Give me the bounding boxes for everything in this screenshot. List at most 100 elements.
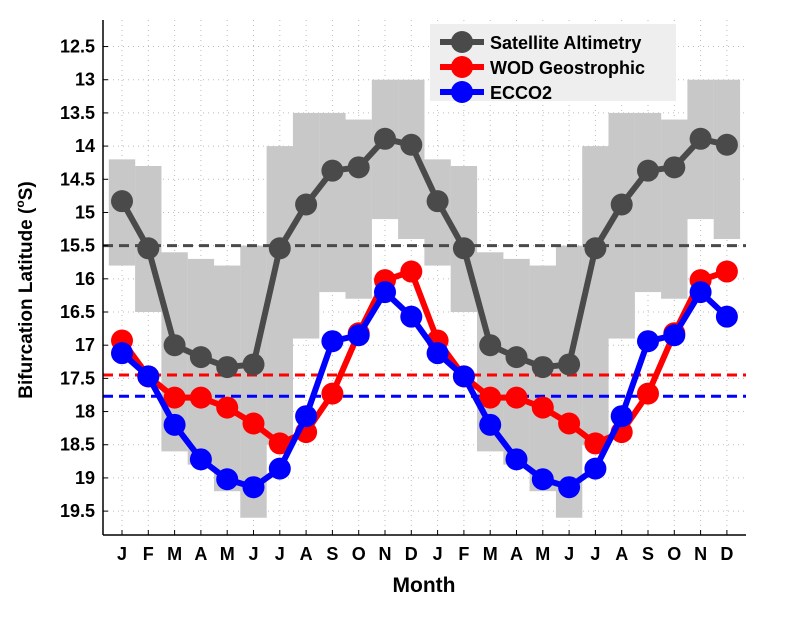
spread-bar <box>319 112 346 293</box>
x-axis-label: Month <box>393 574 456 597</box>
data-point <box>505 386 528 409</box>
data-point <box>531 356 554 379</box>
spread-bar <box>661 119 688 299</box>
data-point <box>558 353 581 376</box>
x-tick-label: M <box>483 544 498 564</box>
data-point <box>531 468 554 491</box>
y-tick-label: 19 <box>75 468 95 488</box>
data-point <box>558 476 581 499</box>
data-point <box>400 133 423 156</box>
data-point <box>374 127 396 150</box>
y-tick-label: 16 <box>75 269 95 289</box>
x-tick-label: N <box>694 544 707 564</box>
series-wod-geostrophic <box>111 260 738 455</box>
data-point <box>531 396 554 419</box>
data-point <box>689 127 712 150</box>
legend-marker <box>451 56 473 78</box>
y-tick-label: 16.5 <box>60 302 95 322</box>
x-tick-label: J <box>117 544 127 564</box>
data-point <box>400 260 423 283</box>
data-point <box>295 405 318 428</box>
x-tick-label: J <box>590 544 600 564</box>
x-tick-label: J <box>564 544 574 564</box>
y-tick-label: 13 <box>75 70 95 90</box>
data-point <box>347 324 370 347</box>
axes: 12.5 13 13.5 14 14.5 15 15.5 16 16.5 17 17.5 18 18.5… <box>60 20 746 564</box>
data-point <box>137 237 160 260</box>
x-tick-label: D <box>405 544 418 564</box>
y-tick-label: 15 <box>75 202 95 222</box>
data-point <box>689 281 712 304</box>
data-point <box>663 156 686 179</box>
data-point <box>452 237 475 260</box>
y-tick-label: 19.5 <box>60 501 95 521</box>
spread-bar <box>214 265 241 492</box>
x-tick-label: J <box>275 544 285 564</box>
x-tick-label: D <box>720 544 733 564</box>
data-point <box>163 413 186 436</box>
data-point <box>715 133 738 156</box>
x-tick-label: A <box>510 544 523 564</box>
legend-marker <box>451 81 473 103</box>
legend: Satellite Altimetry WOD Geostrophic ECCO2 <box>430 24 676 103</box>
data-point <box>163 334 186 357</box>
data-point <box>163 386 186 409</box>
spread-bar <box>240 245 267 518</box>
data-point <box>268 457 291 480</box>
y-tick-label: 18.5 <box>60 435 95 455</box>
x-tick-label: M <box>220 544 235 564</box>
data-point <box>479 386 502 409</box>
legend-label: Satellite Altimetry <box>490 33 641 53</box>
data-point <box>610 405 633 428</box>
data-point <box>321 159 344 182</box>
data-point <box>637 382 659 405</box>
data-point <box>268 432 291 455</box>
data-point <box>347 156 370 179</box>
spread-bar <box>292 112 320 339</box>
y-tick-label: 14.5 <box>60 169 95 189</box>
data-point <box>400 305 423 328</box>
data-point <box>268 237 291 260</box>
data-point <box>505 346 528 369</box>
data-point <box>426 342 449 365</box>
spread-bar <box>634 112 662 293</box>
y-tick-label: 18 <box>75 402 95 422</box>
data-point <box>715 260 738 283</box>
data-point <box>584 237 607 260</box>
data-point <box>558 412 581 435</box>
data-point <box>637 330 659 353</box>
x-tick-label: O <box>667 544 681 564</box>
data-point <box>295 193 318 216</box>
x-tick-label: M <box>167 544 182 564</box>
data-point <box>242 353 265 376</box>
data-point <box>111 342 133 365</box>
x-tick-label: N <box>379 544 392 564</box>
legend-marker <box>451 31 473 53</box>
x-tick-label: J <box>433 544 443 564</box>
data-point <box>584 457 607 480</box>
data-point <box>216 396 239 419</box>
x-tick-label: M <box>535 544 550 564</box>
series-satellite-altimetry <box>111 127 738 379</box>
data-point <box>715 305 738 328</box>
data-point <box>663 324 686 347</box>
y-tick-label: 17 <box>75 335 95 355</box>
data-point <box>584 432 607 455</box>
spread-bar <box>529 265 556 492</box>
x-tick-label: A <box>615 544 628 564</box>
data-point <box>374 281 396 304</box>
data-point <box>189 448 212 471</box>
x-tick-label: A <box>300 544 313 564</box>
data-point <box>479 413 502 436</box>
data-point <box>242 476 265 499</box>
data-point <box>426 190 449 213</box>
data-point <box>216 356 239 379</box>
x-tick-label: O <box>352 544 366 564</box>
y-axis-label: Bifurcation Latitude (oS) <box>13 181 37 398</box>
data-point <box>321 382 344 405</box>
data-point <box>610 193 633 216</box>
x-tick-label: J <box>248 544 258 564</box>
series-ecco2 <box>111 281 738 499</box>
data-point <box>637 159 659 182</box>
